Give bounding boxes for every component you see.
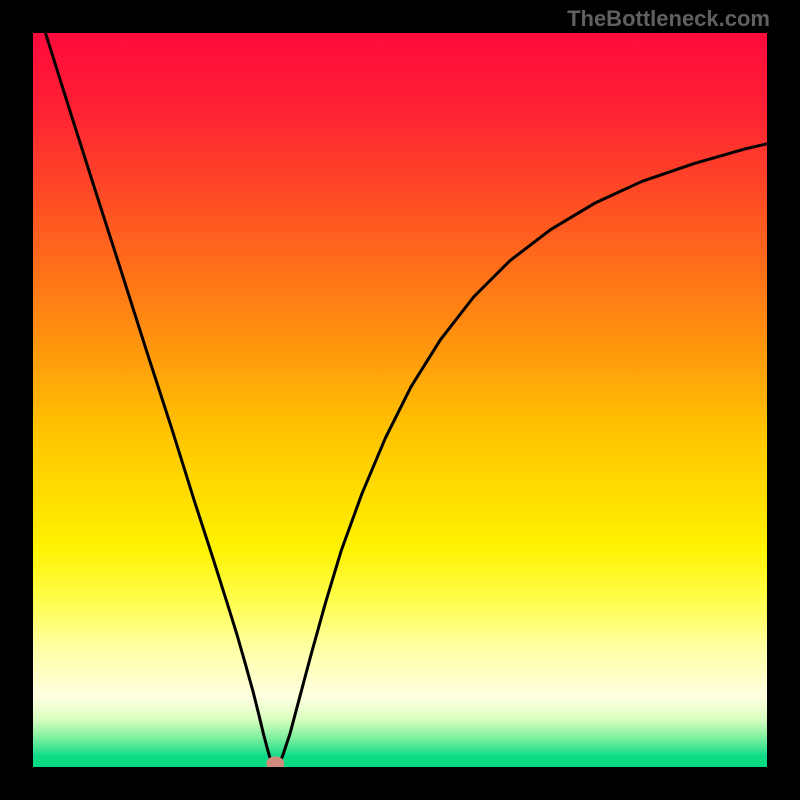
chart-container: TheBottleneck.com bbox=[0, 0, 800, 800]
chart-background bbox=[33, 33, 767, 767]
watermark-source: TheBottleneck.com bbox=[567, 6, 770, 32]
bottleneck-chart bbox=[33, 33, 767, 767]
